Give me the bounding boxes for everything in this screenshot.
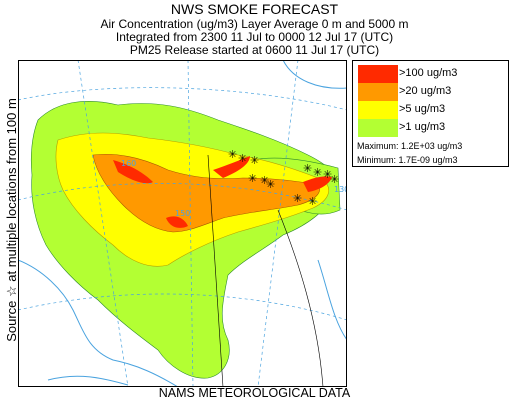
plume-level-100-d: [166, 216, 188, 228]
legend-swatch: [358, 65, 398, 83]
legend-swatch: [358, 119, 398, 137]
svg-text:✳: ✳: [228, 148, 237, 161]
subtitle-line-1: Air Concentration (ug/m3) Layer Average …: [100, 17, 409, 31]
legend-swatch: [358, 101, 398, 119]
svg-text:✳: ✳: [330, 173, 339, 186]
plume-level-100-a: [113, 160, 153, 184]
graticule-label-130: 130: [334, 185, 347, 194]
svg-text:✳: ✳: [250, 154, 259, 167]
source-markers: ✳ ✳ ✳ ✳ ✳✳ ✳ ✳ ✳✳ ✳ ✳: [228, 148, 339, 208]
plume-level-20: [92, 154, 320, 233]
legend-label: >5 ug/m3: [399, 103, 446, 115]
smoke-map: ✳ ✳ ✳ ✳ ✳ ✳ ✳ ✳ ✳ ✳ ✳ ✳ 160 150 130: [17, 59, 349, 388]
legend-label: >100 ug/m3: [399, 67, 458, 79]
plume-level-100-c: [303, 176, 332, 192]
svg-text:✳: ✳: [323, 168, 332, 181]
legend-swatch: [358, 83, 398, 101]
graticule-label-150: 150: [175, 209, 190, 218]
svg-text:✳: ✳: [248, 172, 257, 185]
svg-text:✳: ✳: [293, 192, 302, 205]
map-title: NWS SMOKE FORECAST: [170, 1, 339, 17]
svg-text:✳: ✳: [313, 166, 322, 179]
legend-maximum: Maximum: 1.2E+03 ug/m3: [357, 141, 463, 151]
plume-level-100-b: [213, 156, 250, 178]
footer-label: NAMS METEOROLOGICAL DATA: [158, 386, 351, 400]
borders: [207, 154, 324, 388]
subtitle-line-3: PM25 Release started at 0600 11 Jul 17 (…: [129, 43, 380, 57]
legend-minimum: Minimum: 1.7E-09 ug/m3: [357, 155, 458, 165]
svg-text:✳: ✳: [308, 195, 317, 208]
graticule-label-160: 160: [121, 159, 136, 168]
svg-text:✳: ✳: [260, 174, 269, 187]
legend-label: >20 ug/m3: [399, 85, 452, 97]
graticule-lines: [17, 59, 348, 388]
svg-text:✳: ✳: [238, 152, 247, 165]
svg-text:✳: ✳: [303, 162, 312, 175]
subtitle-line-2: Integrated from 2300 11 Jul to 0000 12 J…: [115, 30, 394, 44]
coastline: [17, 59, 348, 388]
legend-label: >1 ug/m3: [399, 121, 446, 133]
legend: >100 ug/m3 >20 ug/m3 >5 ug/m3 >1 ug/m3 M…: [352, 60, 509, 167]
svg-text:✳: ✳: [266, 178, 275, 191]
